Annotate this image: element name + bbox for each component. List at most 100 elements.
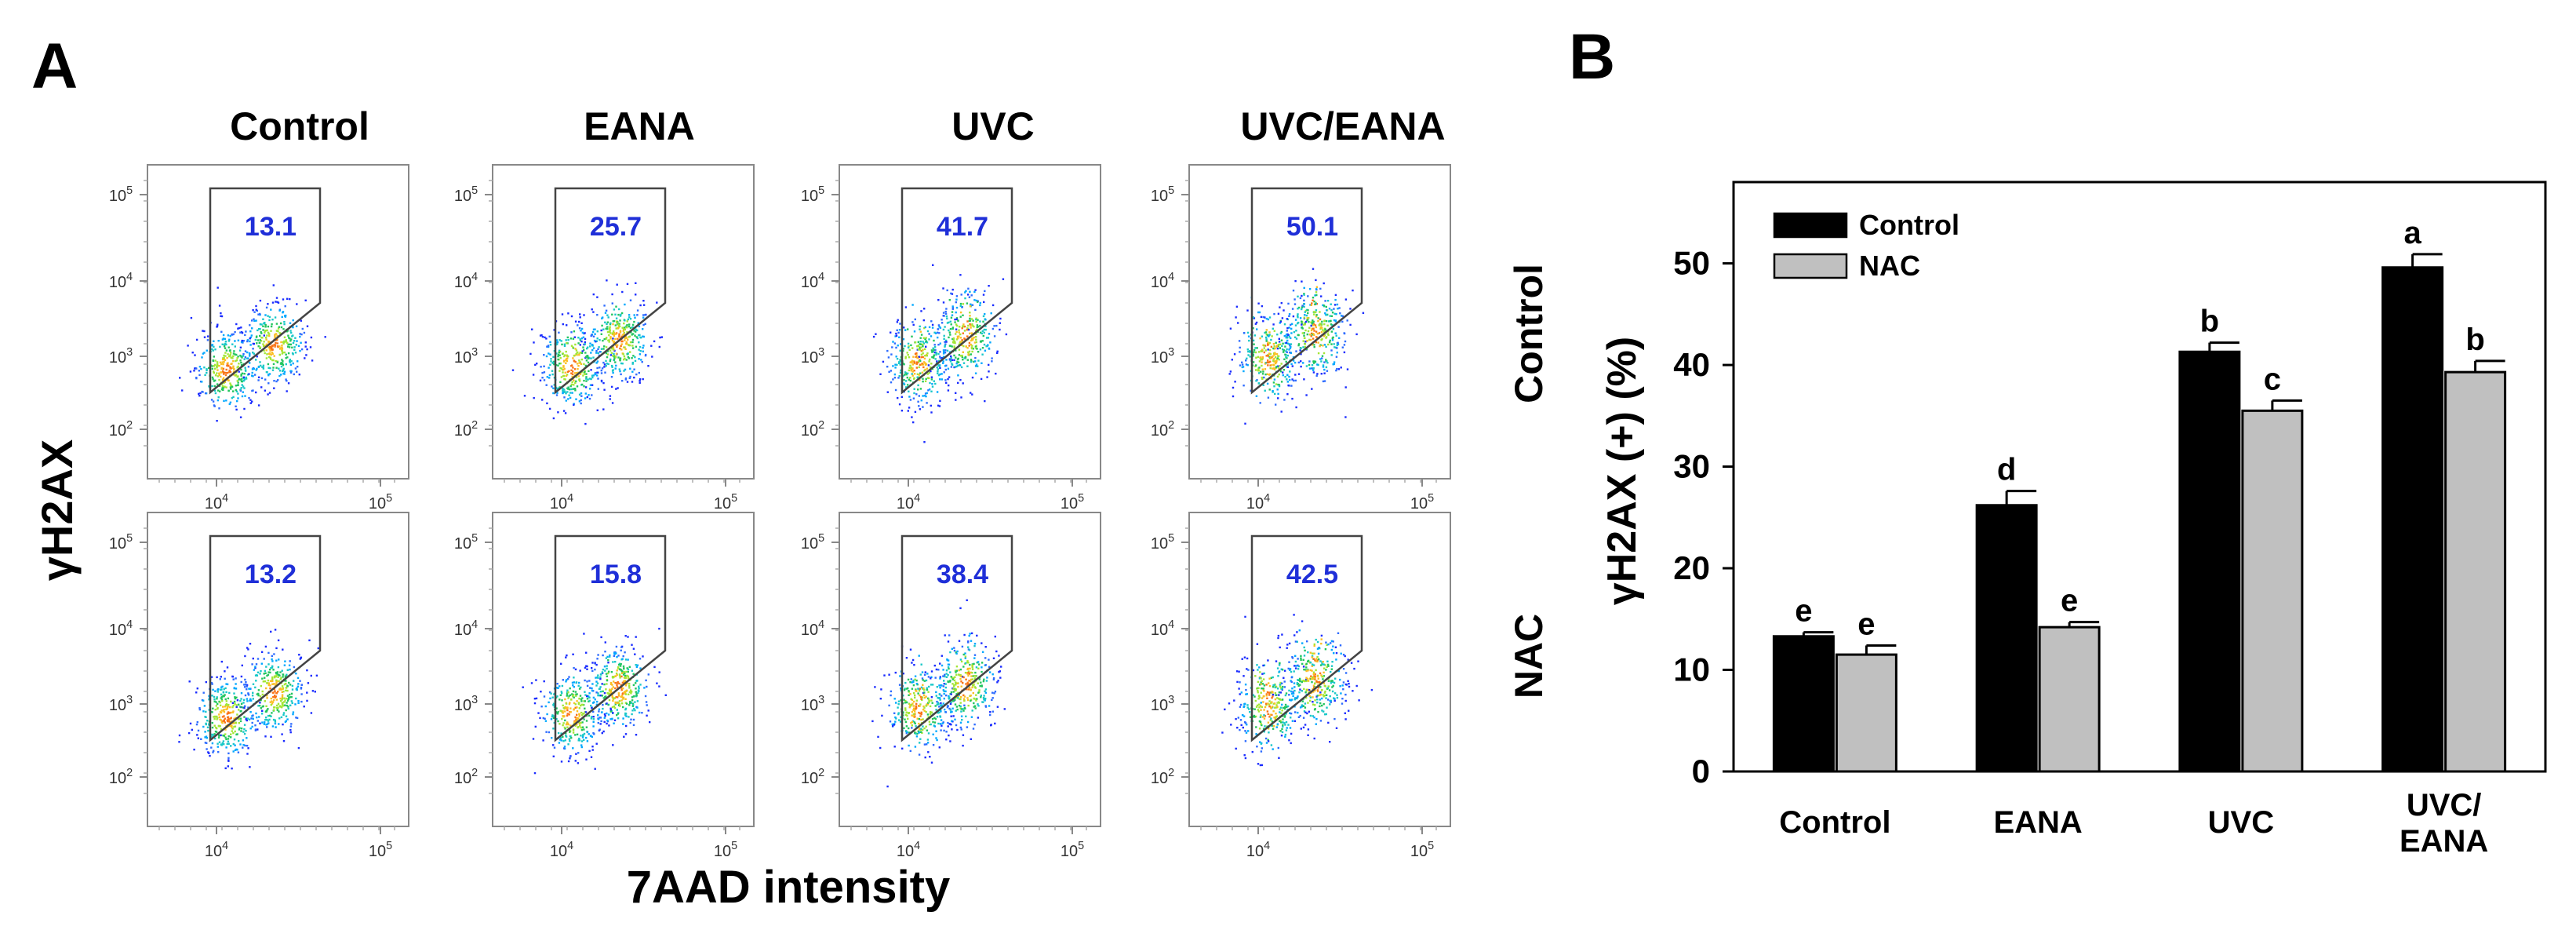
flow-dot [1286,339,1289,342]
flow-dot [251,389,253,392]
flow-dot [928,360,930,363]
flow-dot [1272,367,1274,370]
flow-dot [580,721,582,724]
flow-dot [566,654,568,657]
flow-dot [905,711,908,713]
flow-dot [1304,311,1306,313]
flow-dot [642,316,645,319]
flow-dot [232,678,235,680]
flow-dot [573,360,576,363]
flow-dot [271,701,275,703]
flow-dot [246,753,249,755]
flow-dot [1330,349,1333,352]
flow-dot [616,682,618,684]
flow-dot [238,326,241,330]
flow-dot [930,349,933,352]
flow-dot [936,360,938,363]
flow-dot [539,717,541,720]
flow-dot [610,352,613,354]
flow-dot [566,714,569,717]
flow-dot [267,679,270,682]
flow-dot [1325,345,1327,348]
flow-dot [894,363,897,366]
flow-dot [256,356,258,358]
flow-dot [918,356,920,358]
flow-dot [603,683,606,686]
flow-dot [611,302,613,305]
flow-dot [223,354,225,357]
flow-dot [252,342,255,345]
flow-dot [609,398,611,400]
flow-dot [1300,360,1302,363]
flow-dot [252,348,254,350]
flow-dot [270,703,272,706]
flow-dot [976,324,979,326]
flow-dot [1290,332,1293,334]
flow-dot [233,739,236,741]
flow-dot [1324,312,1326,315]
flow-dot [560,760,563,763]
flow-dot [229,724,231,728]
flow-dot [919,712,922,715]
flow-dot [613,706,617,709]
flow-dot [917,341,919,343]
flow-dot [985,345,988,348]
flow-dot [638,334,640,337]
flow-dot [282,648,284,651]
flow-dot [1335,334,1337,337]
flow-dot [257,720,259,722]
flow-dot [1355,333,1358,336]
flow-dot [1263,376,1265,379]
flow-dot [551,370,554,372]
flow-dot [983,343,986,346]
flow-dot [291,352,294,355]
flow-dot [1303,293,1305,295]
flow-dot [195,377,198,380]
flow-dot [909,399,912,401]
flow-dot [1243,385,1245,387]
flow-dot [624,672,626,675]
flow-dot [214,392,217,395]
flow-dot [278,370,282,372]
flow-dot [548,377,551,379]
flow-dot [576,363,579,365]
flow-dot [908,396,911,398]
flow-dot [1303,286,1305,290]
flow-dot [285,687,288,689]
flow-dot [574,734,577,736]
flow-dot [255,308,257,311]
flow-dot [566,726,569,728]
flow-dot [244,395,246,397]
flow-dot [227,765,229,768]
flow-dot [576,724,578,726]
flow-dots [871,599,1006,788]
flow-dot [961,306,963,308]
flow-dot [246,737,248,739]
flow-dot [624,378,627,381]
flow-dot [977,682,979,684]
flow-dot [902,348,904,350]
flow-dot [549,697,551,700]
flow-dot [939,357,942,359]
flow-dot [957,319,959,322]
flow-dot [949,671,951,673]
flow-dot [622,673,625,676]
flow-dot [231,385,234,388]
flow-dot [278,658,280,661]
flow-dot [282,370,284,372]
flow-dot [639,353,642,356]
flow-dot [606,675,608,677]
flow-dot [286,695,289,697]
flow-dot [588,699,591,702]
flow-dot [276,334,278,337]
flow-dot [968,350,971,353]
flow-dot [1272,359,1275,362]
flow-dot [978,678,981,680]
flow-dot [616,669,618,672]
flow-dot [246,745,249,747]
flow-dot [996,706,999,708]
flow-dot [198,370,200,372]
flow-dot [635,692,638,695]
flow-dot [966,359,969,361]
flow-dot [904,700,907,702]
